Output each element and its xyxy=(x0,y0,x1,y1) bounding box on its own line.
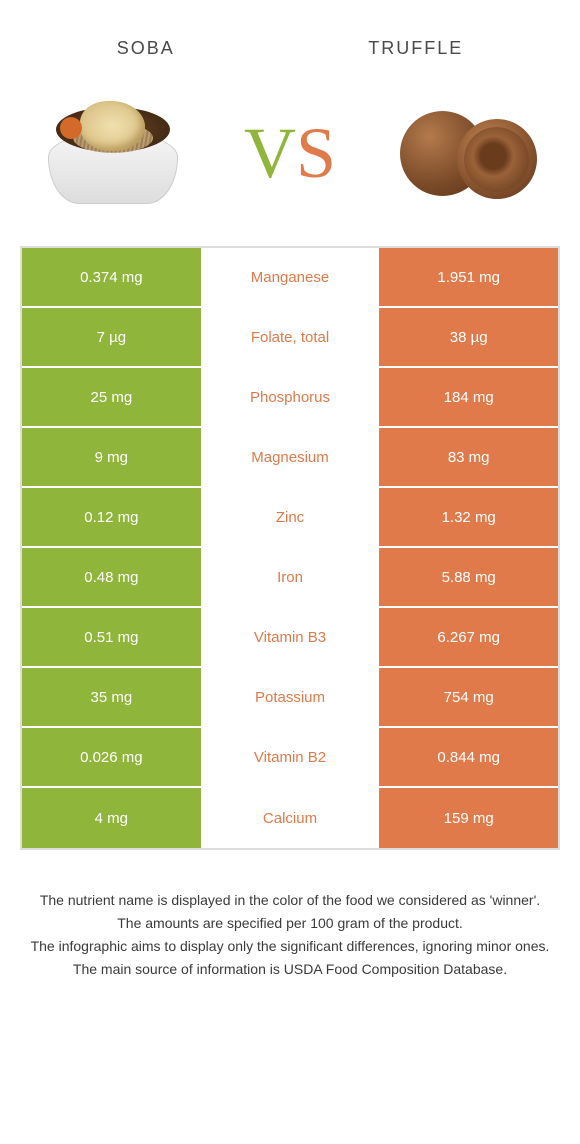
food-right-image xyxy=(385,91,550,216)
cell-right-value: 1.32 mg xyxy=(379,488,558,546)
table-row: 0.12 mgZinc1.32 mg xyxy=(22,488,558,548)
cell-left-value: 25 mg xyxy=(22,368,201,426)
cell-right-value: 1.951 mg xyxy=(379,248,558,306)
table-row: 9 mgMagnesium83 mg xyxy=(22,428,558,488)
cell-nutrient: Manganese xyxy=(201,248,380,306)
cell-left-value: 9 mg xyxy=(22,428,201,486)
cell-right-value: 5.88 mg xyxy=(379,548,558,606)
cell-left-value: 0.51 mg xyxy=(22,608,201,666)
cell-nutrient: Iron xyxy=(201,548,380,606)
table-row: 4 mgCalcium159 mg xyxy=(22,788,558,848)
footer-line: The infographic aims to display only the… xyxy=(30,936,550,957)
cell-left-value: 0.026 mg xyxy=(22,728,201,786)
cell-right-value: 159 mg xyxy=(379,788,558,848)
footer-line: The main source of information is USDA F… xyxy=(30,959,550,980)
vs-s: S xyxy=(296,112,336,195)
comparison-table: 0.374 mgManganese1.951 mg7 µgFolate, tot… xyxy=(20,246,560,850)
table-row: 0.374 mgManganese1.951 mg xyxy=(22,248,558,308)
footer-line: The amounts are specified per 100 gram o… xyxy=(30,913,550,934)
cell-right-value: 754 mg xyxy=(379,668,558,726)
cell-nutrient: Magnesium xyxy=(201,428,380,486)
header: soba truffle xyxy=(0,0,580,71)
table-row: 0.026 mgVitamin B20.844 mg xyxy=(22,728,558,788)
cell-left-value: 0.12 mg xyxy=(22,488,201,546)
table-row: 35 mgPotassium754 mg xyxy=(22,668,558,728)
cell-nutrient: Potassium xyxy=(201,668,380,726)
cell-left-value: 7 µg xyxy=(22,308,201,366)
cell-nutrient: Folate, total xyxy=(201,308,380,366)
food-left-image xyxy=(30,91,195,216)
vs-label: VS xyxy=(244,112,336,195)
food-left-title: soba xyxy=(117,30,175,61)
cell-right-value: 38 µg xyxy=(379,308,558,366)
cell-right-value: 6.267 mg xyxy=(379,608,558,666)
vs-v: V xyxy=(244,112,296,195)
cell-right-value: 83 mg xyxy=(379,428,558,486)
table-row: 0.51 mgVitamin B36.267 mg xyxy=(22,608,558,668)
footer-notes: The nutrient name is displayed in the co… xyxy=(0,850,580,1002)
cell-nutrient: Vitamin B2 xyxy=(201,728,380,786)
table-row: 0.48 mgIron5.88 mg xyxy=(22,548,558,608)
cell-right-value: 184 mg xyxy=(379,368,558,426)
cell-nutrient: Phosphorus xyxy=(201,368,380,426)
footer-line: The nutrient name is displayed in the co… xyxy=(30,890,550,911)
cell-nutrient: Vitamin B3 xyxy=(201,608,380,666)
cell-nutrient: Calcium xyxy=(201,788,380,848)
images-row: VS xyxy=(0,71,580,246)
cell-left-value: 0.48 mg xyxy=(22,548,201,606)
food-right-title: truffle xyxy=(368,30,463,61)
table-row: 25 mgPhosphorus184 mg xyxy=(22,368,558,428)
cell-left-value: 0.374 mg xyxy=(22,248,201,306)
table-row: 7 µgFolate, total38 µg xyxy=(22,308,558,368)
cell-left-value: 35 mg xyxy=(22,668,201,726)
cell-nutrient: Zinc xyxy=(201,488,380,546)
cell-left-value: 4 mg xyxy=(22,788,201,848)
cell-right-value: 0.844 mg xyxy=(379,728,558,786)
